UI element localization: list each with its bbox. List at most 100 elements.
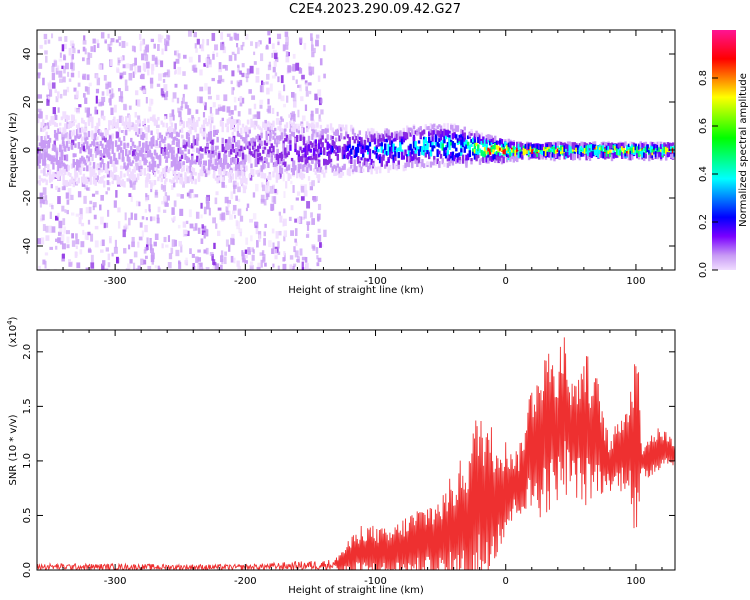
heatmap-cell [201, 171, 204, 177]
heatmap-cell [301, 216, 305, 221]
heatmap-cell [139, 87, 143, 91]
heatmap-cell [639, 141, 642, 145]
heatmap-cell [235, 33, 240, 41]
heatmap-cell [214, 158, 218, 165]
heatmap-cell [245, 76, 249, 83]
heatmap-cell [196, 155, 199, 163]
heatmap-cell [188, 190, 192, 199]
heatmap-cell [122, 229, 126, 238]
heatmap-cell [111, 88, 114, 95]
heatmap-cell [521, 143, 524, 148]
heatmap-cell [356, 133, 360, 139]
heatmap-cell [56, 65, 60, 71]
heatmap-cell [341, 165, 345, 171]
heatmap-cell [260, 132, 263, 139]
heatmap-cell [68, 192, 71, 201]
heatmap-cell [307, 135, 311, 142]
heatmap-cell [257, 169, 260, 173]
heatmap-cell [446, 141, 450, 148]
heatmap-cell [166, 34, 170, 40]
heatmap-cell [363, 140, 367, 145]
heatmap-cell [129, 259, 133, 264]
heatmap-cell [204, 161, 207, 165]
heatmap-cell [218, 68, 222, 73]
heatmap-cell [51, 226, 56, 233]
heatmap-cell [287, 164, 290, 170]
heatmap-cell [52, 107, 56, 115]
heatmap-cell [194, 178, 197, 185]
heatmap-cell [465, 160, 468, 167]
heatmap-cell [38, 142, 42, 147]
heatmap-cell [61, 65, 64, 70]
heatmap-cell [201, 131, 204, 137]
heatmap-cell [205, 57, 209, 66]
heatmap-cell [414, 153, 417, 160]
heatmap-cell [431, 145, 434, 152]
heatmap-cell [45, 140, 48, 145]
heatmap-cell [189, 145, 192, 149]
heatmap-cell [238, 151, 241, 157]
heatmap-cell [671, 142, 675, 147]
heatmap-cell [174, 239, 177, 247]
heatmap-cell [196, 38, 200, 45]
heatmap-cell [42, 122, 47, 130]
heatmap-cell [199, 161, 202, 166]
heatmap-cell [483, 147, 487, 152]
heatmap-cell [118, 115, 123, 123]
heatmap-cell [177, 132, 180, 138]
heatmap-cell [144, 224, 148, 233]
heatmap-cell [265, 81, 269, 85]
heatmap-cell [57, 212, 60, 218]
heatmap-cell [157, 116, 160, 121]
heatmap-cell [495, 156, 499, 161]
heatmap-cell [71, 139, 75, 146]
heatmap-cell [55, 160, 59, 165]
heatmap-cell [394, 154, 397, 161]
heatmap-cell [323, 229, 327, 238]
heatmap-cell [316, 167, 319, 172]
heatmap-cell [551, 146, 554, 151]
heatmap-cell [70, 62, 74, 67]
heatmap-cell [290, 157, 294, 162]
heatmap-cell [140, 40, 144, 46]
heatmap-cell [536, 150, 539, 157]
heatmap-cell [134, 57, 137, 66]
heatmap-cell [131, 175, 135, 180]
heatmap-cell [88, 206, 92, 214]
heatmap-cell [446, 123, 450, 130]
heatmap-cell [226, 33, 231, 37]
heatmap-cell [255, 75, 260, 83]
heatmap-cell [206, 121, 209, 127]
heatmap-cell [453, 126, 456, 131]
heatmap-cell [363, 158, 367, 166]
heatmap-cell [66, 199, 70, 205]
heatmap-cell [416, 131, 419, 136]
heatmap-cell [289, 140, 292, 144]
heatmap-cell [334, 171, 338, 176]
heatmap-cell [216, 145, 219, 150]
heatmap-cell [614, 146, 617, 151]
heatmap-cell [165, 148, 169, 155]
heatmap-cell [604, 153, 607, 160]
heatmap-cell [101, 176, 104, 183]
heatmap-cell [556, 148, 560, 152]
heatmap-cell [207, 54, 210, 59]
heatmap-cell [456, 138, 460, 143]
heatmap-cell [218, 75, 223, 81]
heatmap-cell [671, 148, 675, 154]
colorbar-tick-label: 0.6 [698, 118, 709, 134]
heatmap-cell [91, 169, 94, 175]
heatmap-cell [156, 214, 160, 219]
heatmap-cell [191, 176, 195, 181]
heatmap-cell [191, 65, 195, 71]
heatmap-cell [460, 139, 463, 146]
heatmap-cell [387, 129, 390, 137]
heatmap-cell [315, 247, 319, 254]
heatmap-cell [49, 246, 53, 250]
heatmap-cell [587, 146, 590, 152]
heatmap-cell [421, 148, 424, 154]
heatmap-cell [659, 152, 663, 160]
heatmap-cell [512, 152, 516, 157]
heatmap-cell [554, 142, 558, 149]
heatmap-cell [103, 74, 107, 81]
